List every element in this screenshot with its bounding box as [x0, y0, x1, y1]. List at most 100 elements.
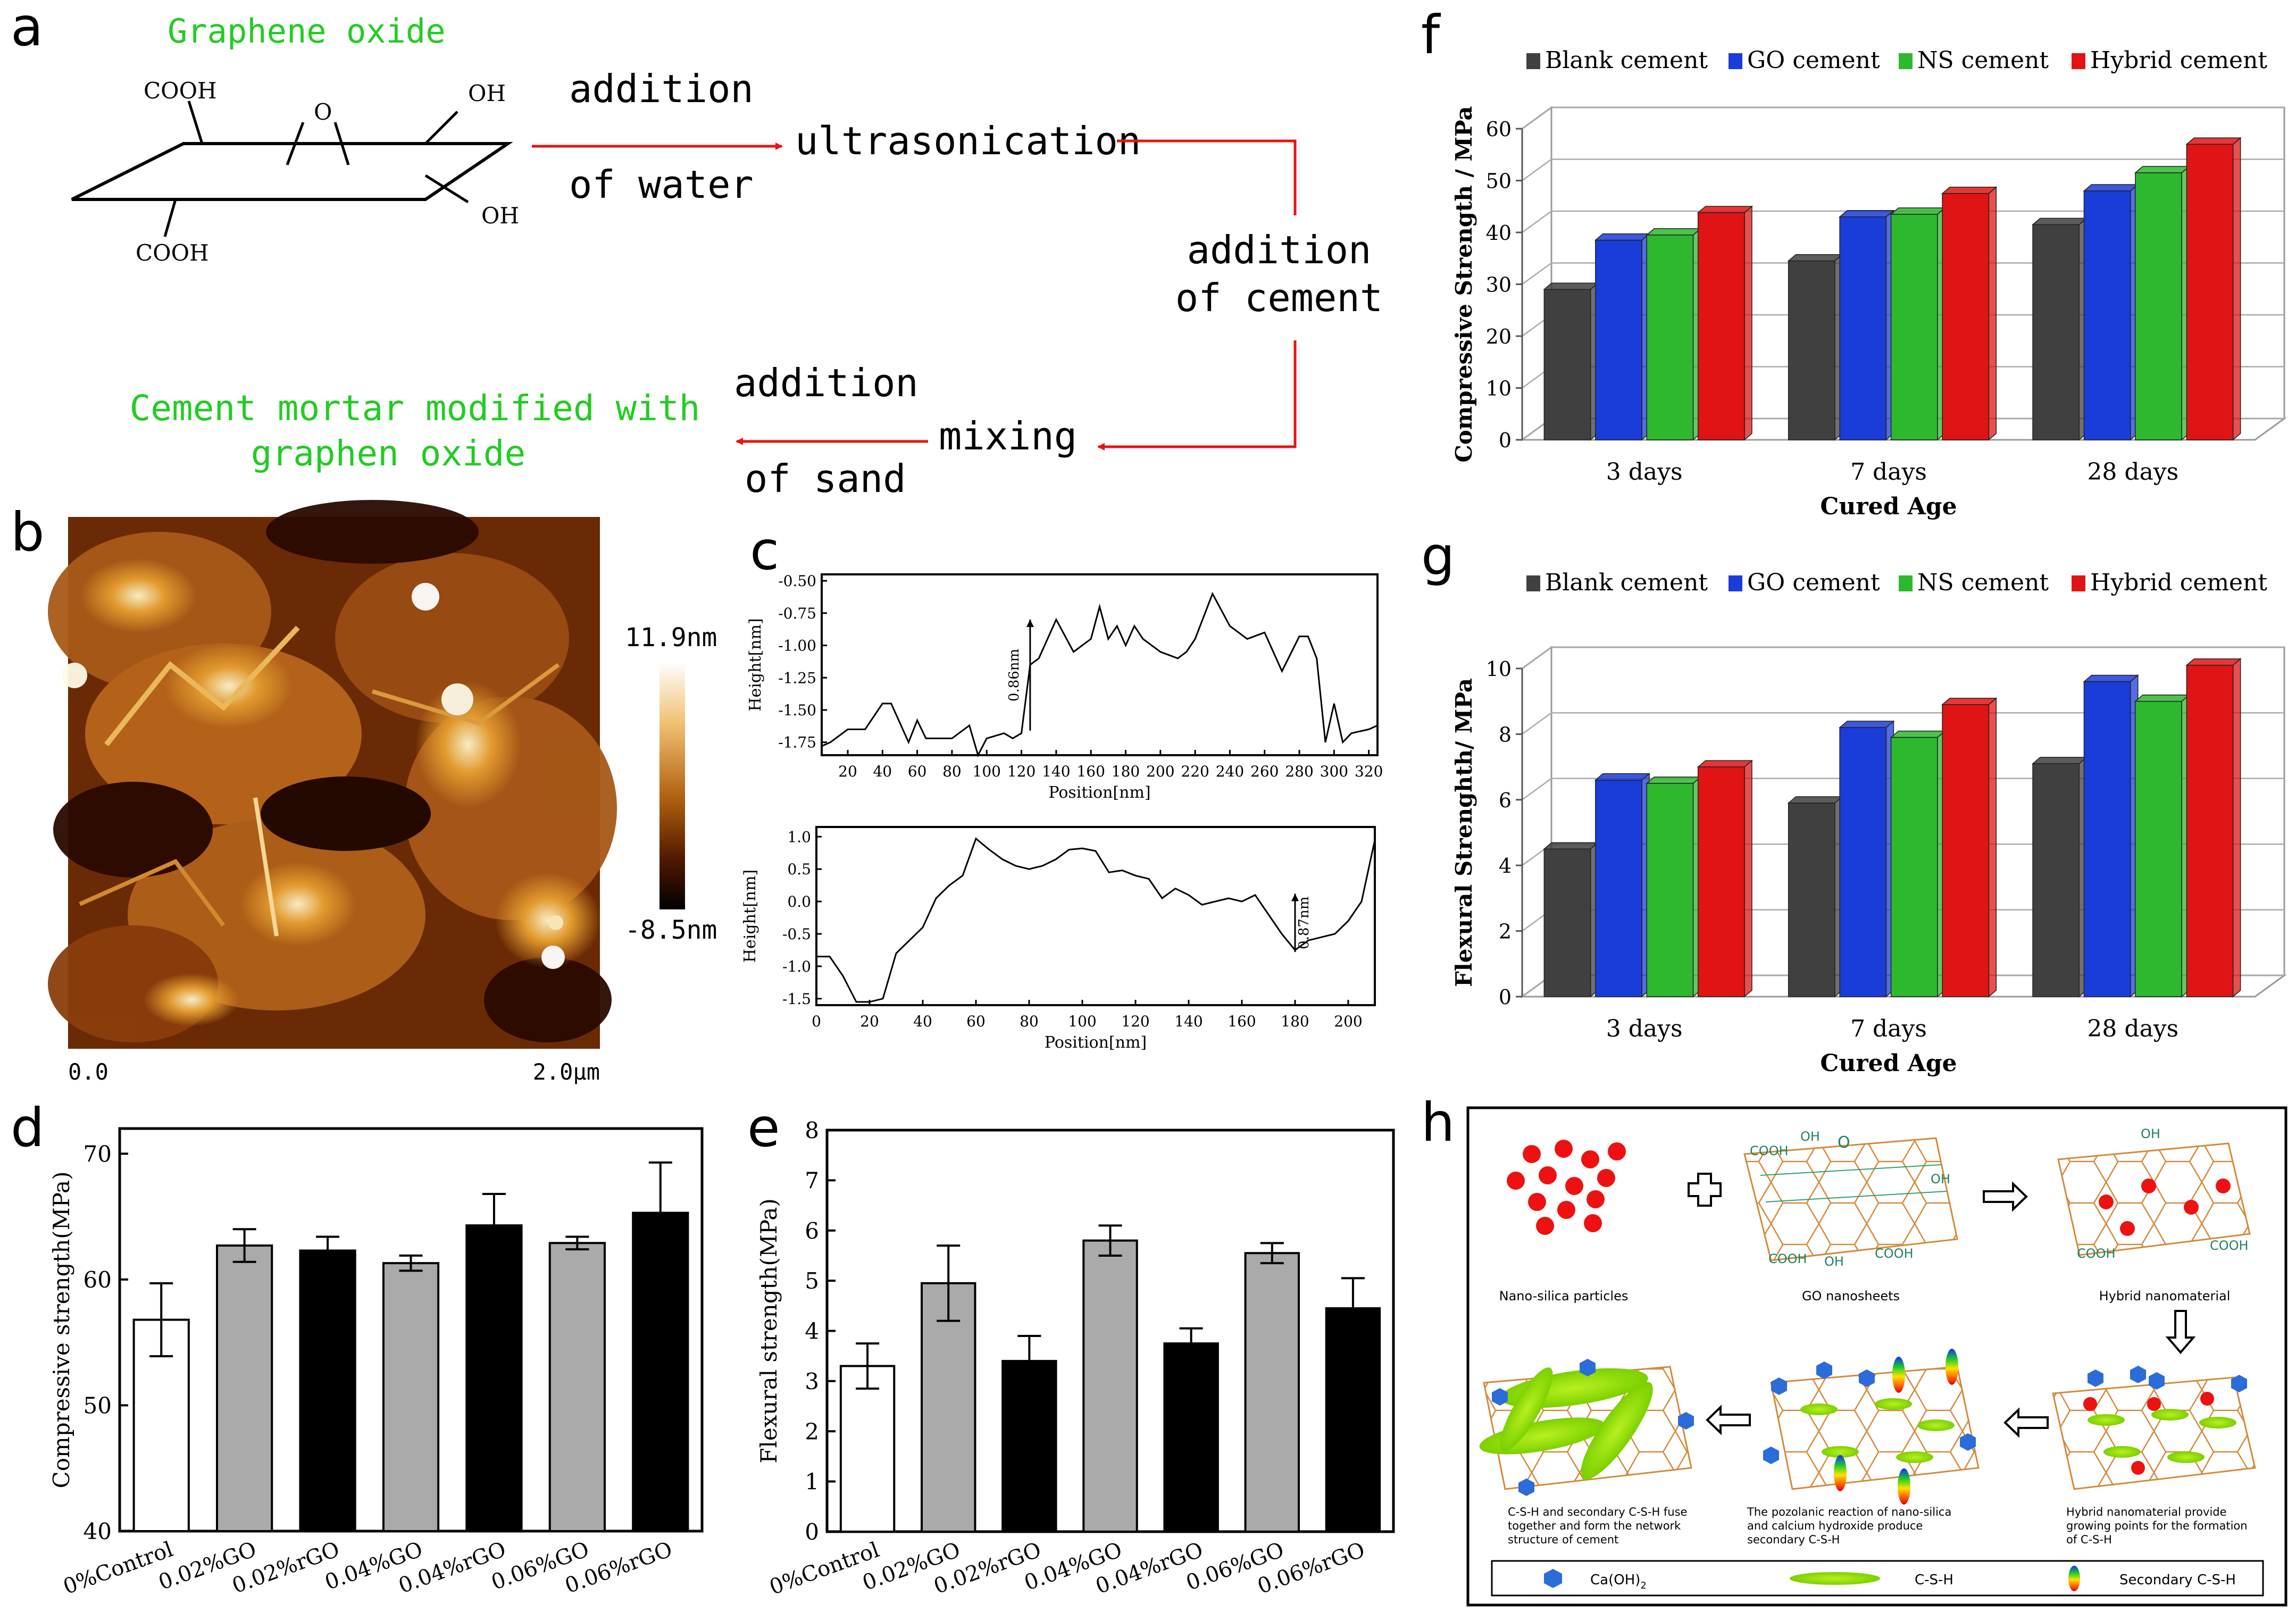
y-tick-label: 4: [1499, 854, 1512, 878]
flexural-strength-3d-chart: 0 2 4 6 8 10 3 days 7 days 28 days Cured Age Flexu…: [1451, 569, 2287, 1077]
bar: [1839, 727, 1887, 997]
result-line2: graphen oxide: [251, 433, 526, 474]
go-nanosheet: COOH OH O OH COOH COOH OH: [1743, 1129, 1958, 1269]
x-tick-label: 60: [966, 1013, 986, 1030]
y-tick-label: -1.50: [778, 701, 816, 719]
y-tick-label: 40: [1486, 221, 1512, 245]
gridline: [1522, 106, 2284, 130]
legend-swatch: [1729, 575, 1742, 591]
bar-top: [2185, 658, 2242, 666]
bar: [1788, 803, 1835, 997]
x-tick-label: 280: [1285, 763, 1313, 780]
legend-label: GO cement: [1747, 47, 1880, 74]
bar-top: [2134, 694, 2191, 702]
bar-top: [1646, 228, 1702, 236]
y-tick-label: 8: [1499, 723, 1512, 746]
step5: mixing: [939, 414, 1077, 458]
y-tick-label: -1.75: [778, 734, 816, 751]
x-tick-label: 260: [1250, 763, 1279, 780]
panel-h-schematic: Nano-silica particles COOH OH O OH COOH …: [1466, 1106, 2287, 1607]
category-label: 7 days: [1850, 1015, 1927, 1042]
bar: [1697, 212, 1745, 440]
caption-right-line3: of C-S-H: [2066, 1533, 2112, 1546]
legend-swatch: [1729, 53, 1742, 69]
bar: [382, 1262, 440, 1532]
y-tick-label: 0: [805, 1519, 819, 1545]
legend-caoh-text: Ca(OH): [1590, 1572, 1640, 1588]
y-tick-label: 7: [805, 1167, 819, 1193]
y-tick-label: 60: [84, 1267, 112, 1293]
annotation-label: 0.87nm: [1296, 897, 1312, 949]
y-tick-label: -1.0: [782, 958, 811, 975]
y-tick-label: 0.0: [787, 893, 811, 910]
right-arrow-icon: [1983, 1181, 2028, 1212]
caption-mid-line3: secondary C-S-H: [1747, 1533, 1840, 1546]
caption-mid-line2: and calcium hydroxide produce: [1747, 1519, 1923, 1532]
arrow-3: [1097, 340, 1297, 450]
y-tick-label: 60: [1486, 118, 1512, 141]
y-tick-label: 70: [84, 1141, 112, 1167]
x-tick-label: 300: [1320, 763, 1348, 780]
bar: [1788, 260, 1835, 440]
bar: [1839, 216, 1887, 440]
bond: [163, 199, 177, 237]
gridline: [1522, 210, 2284, 233]
bar-top: [2134, 166, 2191, 173]
go-group: OH: [1931, 1172, 1950, 1186]
bar-top: [1941, 187, 1998, 194]
y-tick-label: 0: [1499, 985, 1512, 1009]
go-group: OH: [1800, 1129, 1820, 1144]
bar-top: [1543, 842, 1599, 850]
plot-frame: [815, 826, 1376, 1006]
annotation-arrowhead: [1291, 893, 1299, 901]
x-tick-label: 80: [942, 763, 962, 780]
panel-labels: a b c d e f g h: [11, 0, 1455, 1159]
hybrid-group: COOH: [2210, 1238, 2249, 1253]
legend-swatch: [1899, 575, 1913, 591]
caption-mid-line1: The pozolanic reaction of nano-silica: [1747, 1506, 1951, 1518]
colorbar: [659, 662, 685, 909]
x-tick-label: 40: [873, 763, 892, 780]
x-tick-label: 120: [1007, 763, 1036, 780]
go-title: Graphene oxide: [168, 12, 446, 51]
plot-frame: [821, 573, 1379, 756]
bar: [1163, 1342, 1219, 1533]
x-tick-label: 100: [973, 763, 1001, 780]
y-tick-label: -1.5: [782, 990, 811, 1008]
y-axis-label: Compressive strength(MPa): [48, 1172, 74, 1489]
hybrid-nanomaterial: OH COOH COOH: [2057, 1126, 2251, 1261]
category-label: 3 days: [1606, 1015, 1683, 1042]
y-tick-label: 1: [805, 1469, 819, 1495]
bar-side: [1988, 697, 1997, 998]
hybrid-group: OH: [2141, 1126, 2160, 1141]
bond: [424, 174, 469, 204]
y-tick-label: 6: [805, 1218, 819, 1244]
bar: [2083, 681, 2131, 997]
bar-top: [1543, 282, 1599, 290]
bar: [299, 1249, 356, 1532]
x-tick-label: 320: [1355, 763, 1383, 780]
y-tick-label: -0.50: [778, 572, 816, 590]
legend-swatch: [1526, 575, 1540, 591]
bond: [333, 122, 350, 165]
legend-caoh-sub: 2: [1640, 1580, 1646, 1591]
legend-secondary-csh: Secondary C-S-H: [2119, 1572, 2236, 1588]
go-group: COOH: [1875, 1246, 1914, 1261]
y-tick-label: 50: [84, 1392, 112, 1418]
scale-min: -8.5nm: [625, 915, 717, 945]
bar: [1595, 780, 1642, 997]
panel-label-a: a: [11, 0, 43, 58]
nano-silica-particles: [1507, 1140, 1626, 1235]
panel-label-d: d: [11, 1097, 44, 1159]
legend-csh: C-S-H: [1915, 1572, 1953, 1588]
profile-line: [816, 837, 1376, 1003]
panel-label-b: b: [11, 501, 44, 563]
bar: [548, 1242, 606, 1533]
y-tick-label: 2: [1499, 920, 1512, 943]
left-arrow-icon: [1706, 1405, 1751, 1435]
x-tick-label: 140: [1042, 763, 1070, 780]
y-tick-label: 1.0: [787, 828, 811, 846]
bar-side: [2232, 658, 2241, 998]
x-tick-label: 180: [1281, 1013, 1309, 1030]
